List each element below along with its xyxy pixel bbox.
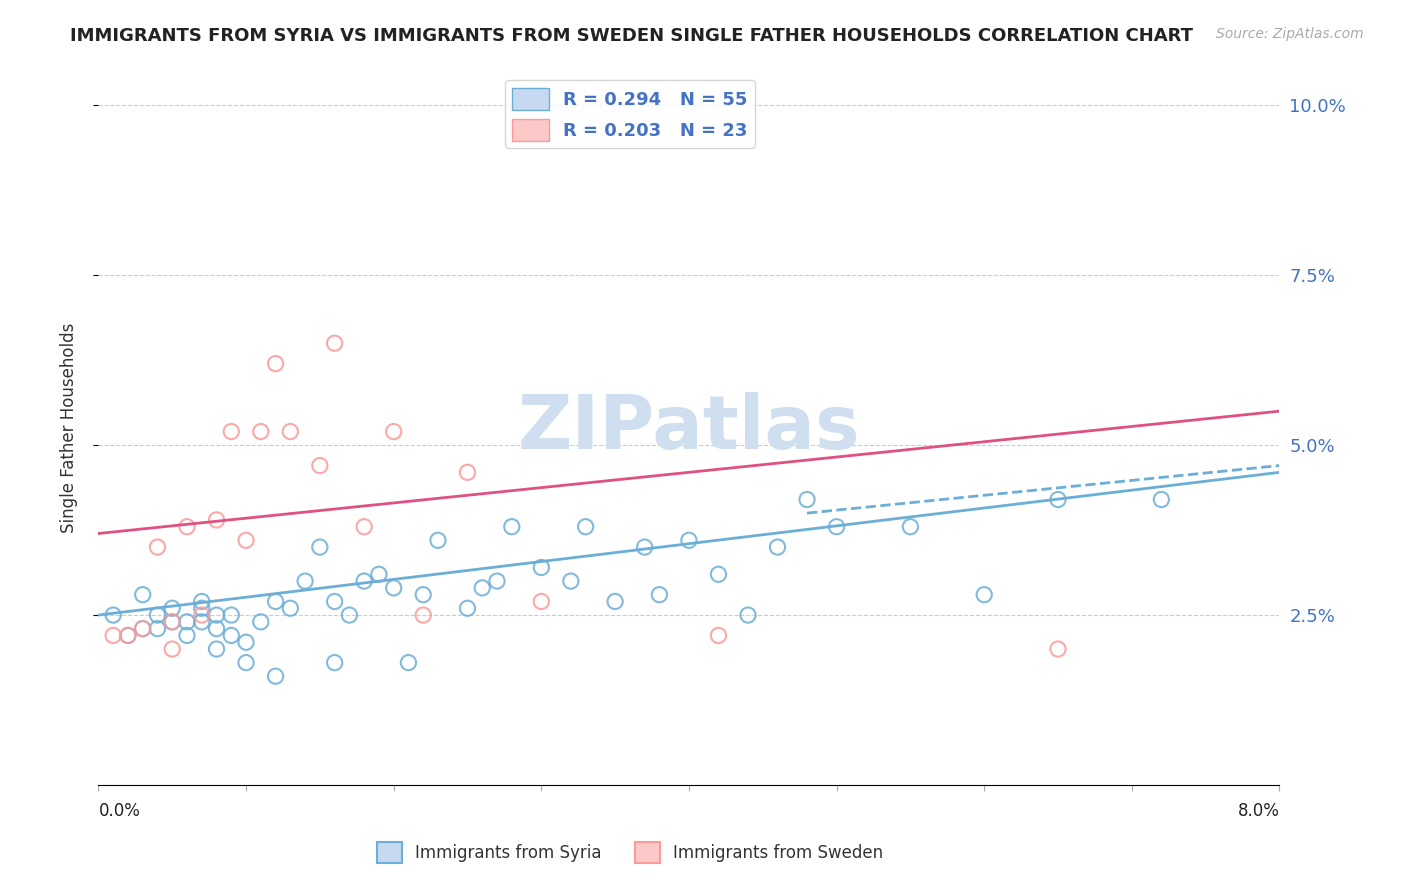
Point <box>191 615 214 629</box>
Point <box>264 594 287 608</box>
Y-axis label: Single Father Households: Single Father Households <box>59 323 77 533</box>
Point <box>162 601 183 615</box>
Point <box>353 519 375 533</box>
Point <box>191 608 214 623</box>
Point <box>176 628 198 642</box>
Point <box>294 574 316 588</box>
Text: 0.0%: 0.0% <box>98 802 141 820</box>
Point <box>235 533 257 548</box>
Point <box>205 622 228 636</box>
Point <box>250 615 273 629</box>
Point <box>117 628 139 642</box>
Point <box>1046 492 1069 507</box>
Point <box>412 588 434 602</box>
Point <box>278 601 302 615</box>
Point <box>219 608 242 623</box>
Point <box>219 628 242 642</box>
Point <box>485 574 508 588</box>
Point <box>560 574 582 588</box>
Text: Source: ZipAtlas.com: Source: ZipAtlas.com <box>1216 27 1364 41</box>
Point <box>501 519 523 533</box>
Text: 8.0%: 8.0% <box>1237 802 1279 820</box>
Point <box>367 567 389 582</box>
Point <box>191 594 214 608</box>
Point <box>396 656 419 670</box>
Point <box>530 594 553 608</box>
Point <box>162 642 183 657</box>
Point <box>117 628 139 642</box>
Point <box>162 615 183 629</box>
Point <box>264 357 287 371</box>
Point <box>146 540 169 554</box>
Point <box>191 601 214 615</box>
Point <box>796 492 818 507</box>
Point <box>530 560 553 574</box>
Point <box>737 608 759 623</box>
Point <box>176 615 198 629</box>
Point <box>278 425 302 439</box>
Point <box>825 519 848 533</box>
Point <box>146 608 169 623</box>
Point <box>900 519 922 533</box>
Legend: Immigrants from Syria, Immigrants from Sweden: Immigrants from Syria, Immigrants from S… <box>370 836 890 870</box>
Point <box>205 513 228 527</box>
Point <box>235 635 257 649</box>
Point <box>323 594 346 608</box>
Point <box>456 466 478 480</box>
Point <box>412 608 434 623</box>
Point <box>648 588 671 602</box>
Point <box>605 594 627 608</box>
Text: ZIPatlas: ZIPatlas <box>517 392 860 465</box>
Point <box>1046 642 1069 657</box>
Point <box>382 425 405 439</box>
Point <box>323 336 346 351</box>
Point <box>132 622 155 636</box>
Point <box>633 540 655 554</box>
Point <box>766 540 789 554</box>
Point <box>146 622 169 636</box>
Point <box>1150 492 1173 507</box>
Point <box>205 608 228 623</box>
Point <box>471 581 494 595</box>
Point <box>132 622 155 636</box>
Point <box>162 615 183 629</box>
Point <box>132 588 155 602</box>
Point <box>323 656 346 670</box>
Point <box>973 588 995 602</box>
Point <box>264 669 287 683</box>
Point <box>235 656 257 670</box>
Point <box>678 533 700 548</box>
Point <box>353 574 375 588</box>
Point <box>707 628 730 642</box>
Point <box>337 608 360 623</box>
Point <box>205 642 228 657</box>
Point <box>219 425 242 439</box>
Point <box>574 519 596 533</box>
Point <box>308 540 332 554</box>
Text: IMMIGRANTS FROM SYRIA VS IMMIGRANTS FROM SWEDEN SINGLE FATHER HOUSEHOLDS CORRELA: IMMIGRANTS FROM SYRIA VS IMMIGRANTS FROM… <box>70 27 1194 45</box>
Point <box>103 608 125 623</box>
Point <box>176 519 198 533</box>
Point <box>456 601 478 615</box>
Point <box>308 458 332 473</box>
Point <box>426 533 449 548</box>
Point <box>382 581 405 595</box>
Point <box>707 567 730 582</box>
Point <box>250 425 273 439</box>
Point <box>103 628 125 642</box>
